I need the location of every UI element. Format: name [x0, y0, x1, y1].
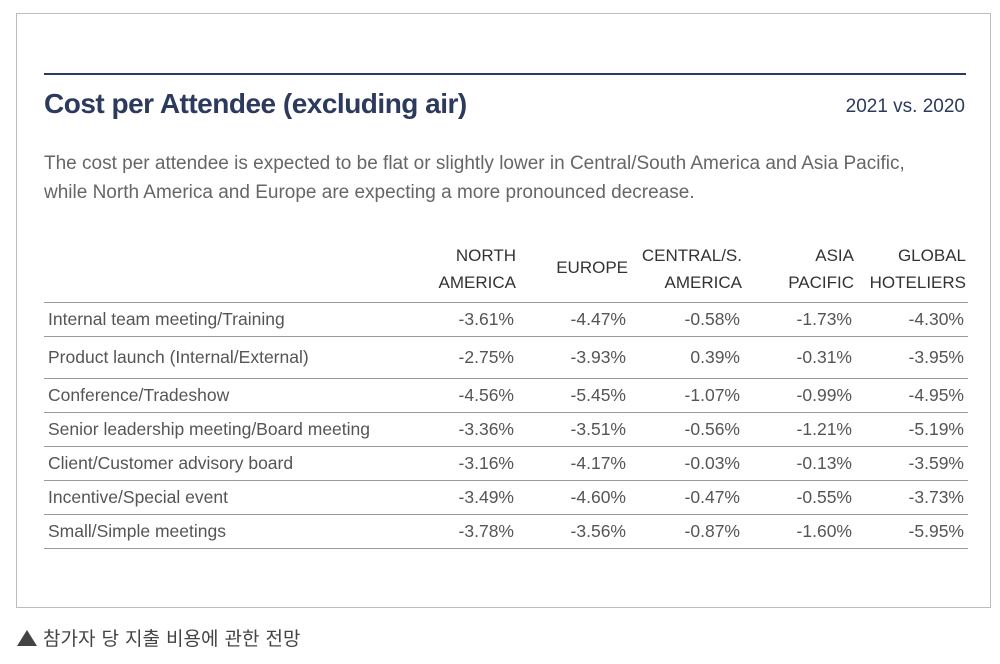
header-blank [44, 242, 414, 303]
column-header-line2: HOTELIERS [869, 273, 966, 292]
row-label: Client/Customer advisory board [44, 446, 414, 481]
header-row: NORTH AMERICA EUROPE CENTRAL/S. AMERICA … [44, 242, 968, 303]
table-cell: -1.60% [744, 514, 856, 549]
row-label: Internal team meeting/Training [44, 302, 414, 337]
table-cell: -4.95% [856, 378, 968, 413]
column-header-europe: EUROPE [518, 242, 630, 303]
table-row: Conference/Tradeshow -4.56% -5.45% -1.07… [44, 378, 968, 413]
table-cell: -3.93% [518, 336, 630, 379]
table-cell: -5.19% [856, 412, 968, 447]
chart-card: Cost per Attendee (excluding air) 2021 v… [16, 13, 991, 608]
cost-table: NORTH AMERICA EUROPE CENTRAL/S. AMERICA … [44, 242, 968, 549]
table-cell: -2.75% [414, 336, 518, 379]
table-cell: -3.56% [518, 514, 630, 549]
column-header-north-america: NORTH AMERICA [414, 242, 518, 303]
table-row: Senior leadership meeting/Board meeting … [44, 412, 968, 447]
column-header-line1: CENTRAL/S. [641, 246, 742, 265]
table-cell: -4.60% [518, 480, 630, 515]
caption-text: 참가자 당 지출 비용에 관한 전망 [43, 628, 301, 650]
table-cell: -0.13% [744, 446, 856, 481]
column-header-line2: AMERICA [664, 273, 742, 292]
figure-caption: 참가자 당 지출 비용에 관한 전망 [17, 624, 300, 651]
column-header-line2: AMERICA [438, 273, 516, 292]
column-header-line1: NORTH [455, 246, 516, 265]
column-header-line1: GLOBAL [897, 246, 966, 265]
table-cell: -1.21% [744, 412, 856, 447]
table-cell: -3.59% [856, 446, 968, 481]
table-cell: -5.45% [518, 378, 630, 413]
table-cell: -5.95% [856, 514, 968, 549]
row-label: Conference/Tradeshow [44, 378, 414, 413]
table-cell: -4.47% [518, 302, 630, 337]
table-cell: -3.16% [414, 446, 518, 481]
table-cell: -3.49% [414, 480, 518, 515]
table-row: Product launch (Internal/External) -2.75… [44, 336, 968, 379]
row-label: Incentive/Special event [44, 480, 414, 515]
row-label: Product launch (Internal/External) [44, 336, 414, 379]
table-cell: -1.07% [630, 378, 744, 413]
table-cell: -3.78% [414, 514, 518, 549]
table-row: Small/Simple meetings -3.78% -3.56% -0.8… [44, 514, 968, 549]
table-cell: -3.51% [518, 412, 630, 447]
table-cell: -4.56% [414, 378, 518, 413]
column-header-central-south-america: CENTRAL/S. AMERICA [630, 242, 744, 303]
column-header-line2: PACIFIC [788, 273, 854, 292]
table-cell: -0.58% [630, 302, 744, 337]
table-cell: -4.30% [856, 302, 968, 337]
table-row: Internal team meeting/Training -3.61% -4… [44, 302, 968, 337]
row-label: Small/Simple meetings [44, 514, 414, 549]
chart-description: The cost per attendee is expected to be … [44, 153, 905, 203]
table-cell: -3.73% [856, 480, 968, 515]
column-header-global-hoteliers: GLOBAL HOTELIERS [856, 242, 968, 303]
row-label: Senior leadership meeting/Board meeting [44, 412, 414, 447]
table-row: Incentive/Special event -3.49% -4.60% -0… [44, 480, 968, 515]
table-cell: 0.39% [630, 336, 744, 379]
triangle-icon [17, 630, 37, 646]
table-cell: -0.47% [630, 480, 744, 515]
table-cell: -0.55% [744, 480, 856, 515]
table-cell: -3.61% [414, 302, 518, 337]
table-cell: -4.17% [518, 446, 630, 481]
table-cell: -0.87% [630, 514, 744, 549]
column-header-line1: ASIA [815, 246, 854, 265]
column-header-asia-pacific: ASIA PACIFIC [744, 242, 856, 303]
comparison-period: 2021 vs. 2020 [845, 96, 965, 117]
table-cell: -0.99% [744, 378, 856, 413]
table-cell: -0.03% [630, 446, 744, 481]
table-cell: -3.95% [856, 336, 968, 379]
table-cell: -0.31% [744, 336, 856, 379]
table-cell: -3.36% [414, 412, 518, 447]
table-row: Client/Customer advisory board -3.16% -4… [44, 446, 968, 481]
column-header-line1: EUROPE [556, 258, 628, 277]
table-cell: -1.73% [744, 302, 856, 337]
chart-title: Cost per Attendee (excluding air) [44, 88, 467, 119]
table-cell: -0.56% [630, 412, 744, 447]
top-rule [44, 73, 966, 75]
